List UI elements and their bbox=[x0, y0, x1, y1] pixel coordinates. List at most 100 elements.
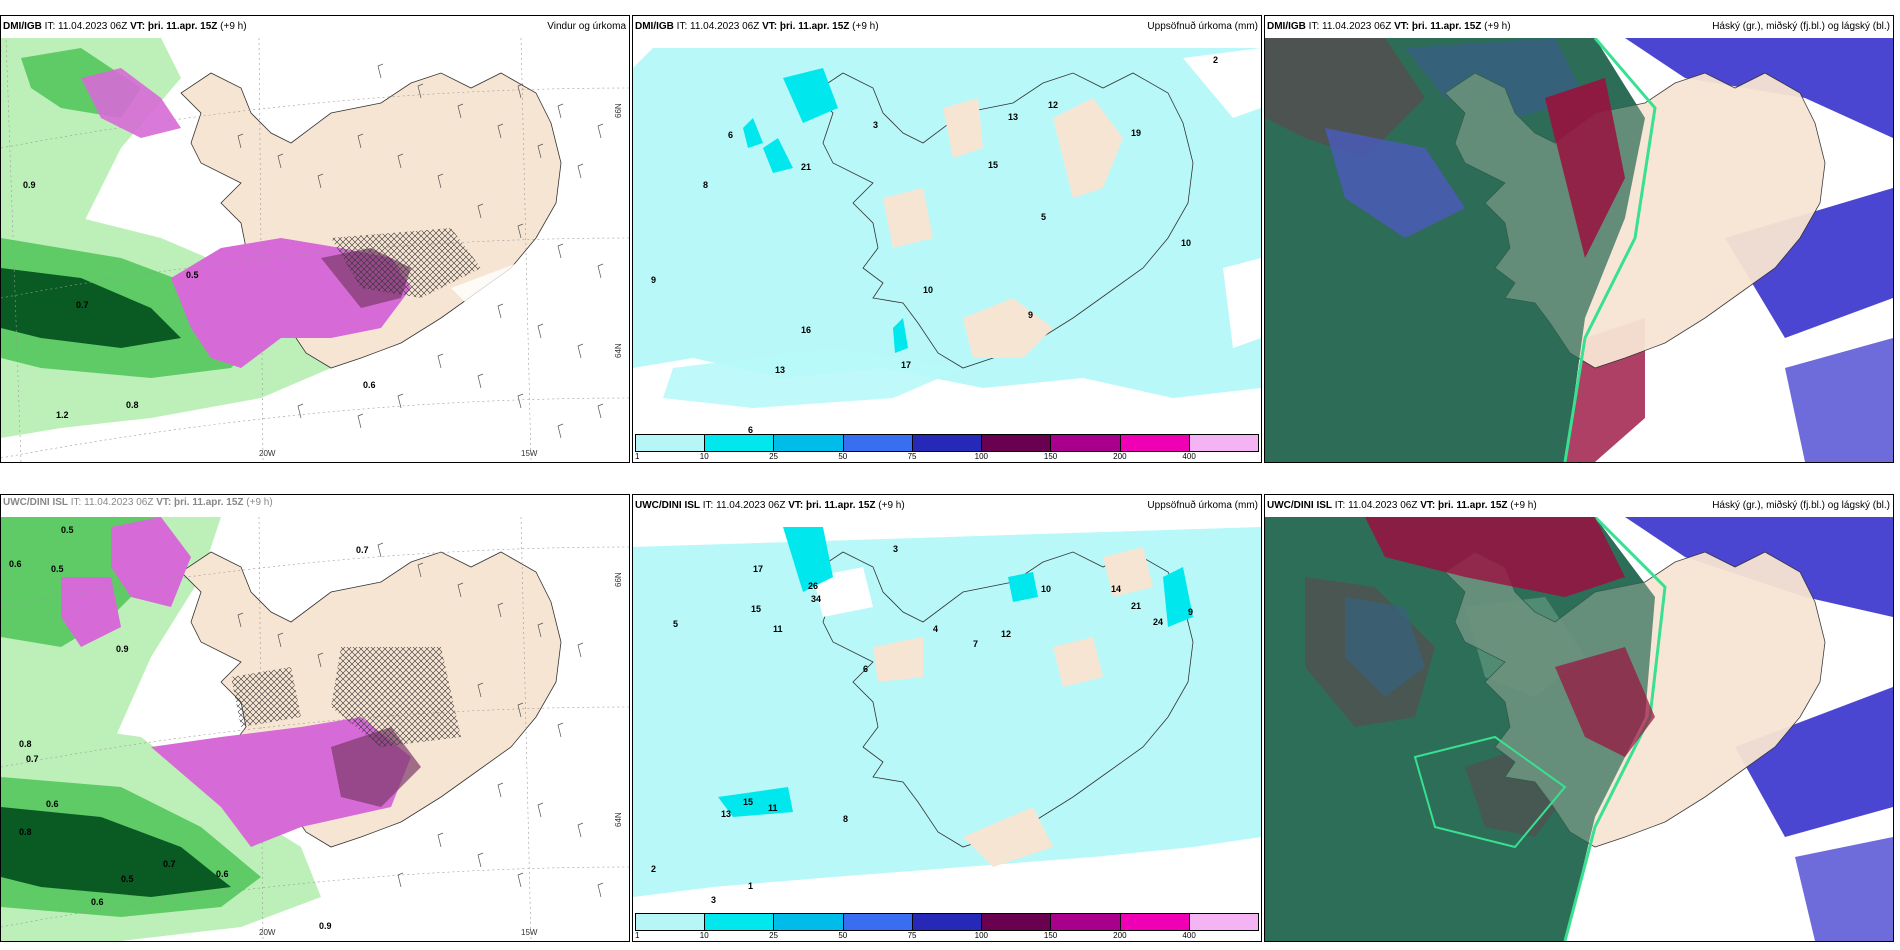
model-name: UWC/DINI ISL bbox=[635, 500, 700, 511]
precip-label: 15 bbox=[751, 604, 761, 614]
it-label: IT: bbox=[676, 21, 688, 32]
wind-label: 0.6 bbox=[46, 799, 59, 809]
precip-label: 13 bbox=[1008, 112, 1018, 122]
precip-label: 14 bbox=[1111, 584, 1121, 594]
lat-66n-label: 66N bbox=[614, 572, 623, 587]
product-title: Háský (gr.), miðský (fj.bl.) og lágský (… bbox=[1712, 21, 1890, 32]
panel-dmi-precip-accum: DMI/IGB IT: 11.04.2023 06Z VT: þri. 11.a… bbox=[632, 15, 1262, 463]
panel-header: UWC/DINI ISL IT: 11.04.2023 06Z VT: þri.… bbox=[633, 495, 1261, 517]
valid-time: þri. 11.apr. 15Z bbox=[779, 21, 850, 32]
legend-tick: 10 bbox=[699, 931, 709, 940]
valid-time: þri. 11.apr. 15Z bbox=[174, 497, 244, 508]
vt-label: VT: bbox=[130, 21, 146, 32]
legend-swatch bbox=[982, 435, 1052, 451]
wind-label: 0.5 bbox=[186, 270, 199, 280]
vt-label: VT: bbox=[762, 21, 778, 32]
precip-legend bbox=[635, 434, 1259, 452]
legend-swatch bbox=[1120, 914, 1190, 930]
precip-label: 5 bbox=[673, 619, 678, 629]
precip-label: 2 bbox=[1213, 55, 1218, 65]
precip-label: 10 bbox=[1181, 238, 1191, 248]
lon-20w-label: 20W bbox=[259, 449, 276, 458]
precip-map: 6 8 3 21 15 13 12 19 5 10 9 10 9 16 13 1… bbox=[633, 38, 1261, 462]
precip-label: 7 bbox=[973, 639, 978, 649]
precip-label: 2 bbox=[651, 864, 656, 874]
precip-label: 9 bbox=[1188, 607, 1193, 617]
wind-label: 0.6 bbox=[91, 897, 104, 907]
panel-header: DMI/IGB IT: 11.04.2023 06Z VT: þri. 11.a… bbox=[1265, 16, 1893, 38]
wind-label: 1.2 bbox=[56, 410, 69, 420]
wind-label: 0.6 bbox=[363, 380, 376, 390]
panel-dmi-clouds: DMI/IGB IT: 11.04.2023 06Z VT: þri. 11.a… bbox=[1264, 15, 1894, 463]
precip-label: 19 bbox=[1131, 128, 1141, 138]
precip-label: 15 bbox=[743, 797, 753, 807]
wind-label: 0.9 bbox=[116, 644, 129, 654]
vt-label: VT: bbox=[788, 500, 804, 511]
panel-header: DMI/IGB IT: 11.04.2023 06Z VT: þri. 11.a… bbox=[633, 16, 1261, 38]
legend-swatch bbox=[1189, 435, 1258, 451]
precip-label: 1 bbox=[748, 881, 753, 891]
precip-label: 24 bbox=[1153, 617, 1163, 627]
model-name: UWC/DINI ISL bbox=[1267, 500, 1332, 511]
precip-label: 21 bbox=[801, 162, 811, 172]
lead-time: (+9 h) bbox=[220, 21, 247, 32]
wind-label: 0.7 bbox=[76, 300, 89, 310]
precip-label: 16 bbox=[801, 325, 811, 335]
init-time: 11.04.2023 06Z bbox=[690, 21, 760, 32]
init-time: 11.04.2023 06Z bbox=[716, 500, 786, 511]
panel-header: UWC/DINI ISL IT: 11.04.2023 06Z VT: þri.… bbox=[1, 495, 629, 511]
panel-uwc-precip-accum: UWC/DINI ISL IT: 11.04.2023 06Z VT: þri.… bbox=[632, 494, 1262, 942]
vt-label: VT: bbox=[1420, 500, 1436, 511]
precip-label: 5 bbox=[1041, 212, 1046, 222]
precip-label: 9 bbox=[651, 275, 656, 285]
legend-tick: 1 bbox=[635, 931, 640, 940]
valid-time: þri. 11.apr. 15Z bbox=[147, 21, 218, 32]
legend-tick: 150 bbox=[1043, 931, 1058, 940]
wind-label: 0.8 bbox=[126, 400, 139, 410]
legend-tick: 400 bbox=[1182, 931, 1196, 940]
product-title: Vindur og úrkoma bbox=[547, 21, 626, 32]
precip-map: 17 34 26 15 11 3 5 4 6 7 12 10 14 21 24 … bbox=[633, 517, 1261, 941]
legend-tick: 50 bbox=[838, 931, 848, 940]
wind-label: 0.5 bbox=[61, 525, 74, 535]
it-label: IT: bbox=[44, 21, 56, 32]
legend-tick: 100 bbox=[974, 931, 988, 940]
panel-uwc-clouds: UWC/DINI ISL IT: 11.04.2023 06Z VT: þri.… bbox=[1264, 494, 1894, 942]
lat-64n-label: 64N bbox=[614, 812, 623, 827]
legend-tick: 150 bbox=[1043, 452, 1058, 461]
it-label: IT: bbox=[702, 500, 714, 511]
panel-uwc-wind-precip: UWC/DINI ISL IT: 11.04.2023 06Z VT: þri.… bbox=[0, 494, 630, 942]
model-name: DMI/IGB bbox=[3, 21, 42, 32]
precip-label: 3 bbox=[893, 544, 898, 554]
legend-tick: 100 bbox=[974, 452, 988, 461]
legend-swatch bbox=[982, 914, 1052, 930]
legend-swatch bbox=[1051, 914, 1121, 930]
precip-label: 6 bbox=[728, 130, 733, 140]
lat-66n-label: 66N bbox=[614, 103, 623, 118]
wind-label: 0.9 bbox=[319, 921, 332, 931]
legend-ticks: 1 10 25 50 75 100 150 200 400 bbox=[635, 931, 1259, 941]
panel-header: DMI/IGB IT: 11.04.2023 06Z VT: þri. 11.a… bbox=[1, 16, 629, 38]
lead-time: (+9 h) bbox=[878, 500, 905, 511]
wind-label: 0.6 bbox=[216, 869, 229, 879]
it-label: IT: bbox=[70, 497, 82, 508]
precip-label: 10 bbox=[923, 285, 933, 295]
legend-swatch bbox=[636, 914, 706, 930]
model-name: UWC/DINI ISL bbox=[3, 497, 68, 508]
legend-swatch bbox=[912, 914, 983, 930]
precip-label: 15 bbox=[988, 160, 998, 170]
wind-label: 0.8 bbox=[19, 739, 32, 749]
legend-swatch bbox=[912, 435, 983, 451]
model-name: DMI/IGB bbox=[1267, 21, 1306, 32]
valid-time: þri. 11.apr. 15Z bbox=[1438, 500, 1508, 511]
product-title: Uppsöfnuð úrkoma (mm) bbox=[1147, 21, 1258, 32]
precip-label: 34 bbox=[811, 594, 821, 604]
precip-label: 17 bbox=[753, 564, 763, 574]
wind-precip-map: 0.5 0.6 0.5 0.7 0.9 0.8 0.7 0.6 0.5 0.6 … bbox=[1, 517, 629, 941]
precip-label: 8 bbox=[843, 814, 848, 824]
model-name: DMI/IGB bbox=[635, 21, 674, 32]
it-label: IT: bbox=[1334, 500, 1346, 511]
legend-swatch bbox=[705, 435, 775, 451]
precip-label: 13 bbox=[721, 809, 731, 819]
lead-time: (+9 h) bbox=[1510, 500, 1537, 511]
